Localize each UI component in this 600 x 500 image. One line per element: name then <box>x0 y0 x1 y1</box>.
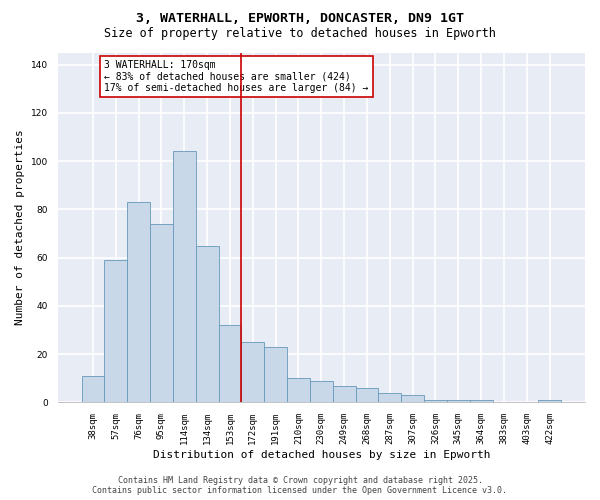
Bar <box>241 342 264 402</box>
Bar <box>150 224 173 402</box>
Y-axis label: Number of detached properties: Number of detached properties <box>15 130 25 326</box>
Bar <box>218 325 241 402</box>
Bar <box>332 386 356 402</box>
Bar <box>379 393 401 402</box>
Bar <box>104 260 127 402</box>
Text: 3 WATERHALL: 170sqm
← 83% of detached houses are smaller (424)
17% of semi-detac: 3 WATERHALL: 170sqm ← 83% of detached ho… <box>104 60 369 93</box>
Bar <box>264 347 287 403</box>
Bar <box>196 246 218 402</box>
Bar <box>424 400 447 402</box>
Text: Contains HM Land Registry data © Crown copyright and database right 2025.
Contai: Contains HM Land Registry data © Crown c… <box>92 476 508 495</box>
Bar <box>173 152 196 402</box>
Bar <box>401 395 424 402</box>
Bar <box>310 380 332 402</box>
Bar <box>356 388 379 402</box>
Text: Size of property relative to detached houses in Epworth: Size of property relative to detached ho… <box>104 28 496 40</box>
Text: 3, WATERHALL, EPWORTH, DONCASTER, DN9 1GT: 3, WATERHALL, EPWORTH, DONCASTER, DN9 1G… <box>136 12 464 26</box>
Bar <box>127 202 150 402</box>
Bar <box>447 400 470 402</box>
Bar <box>470 400 493 402</box>
Bar <box>82 376 104 402</box>
Bar <box>287 378 310 402</box>
X-axis label: Distribution of detached houses by size in Epworth: Distribution of detached houses by size … <box>152 450 490 460</box>
Bar <box>538 400 561 402</box>
